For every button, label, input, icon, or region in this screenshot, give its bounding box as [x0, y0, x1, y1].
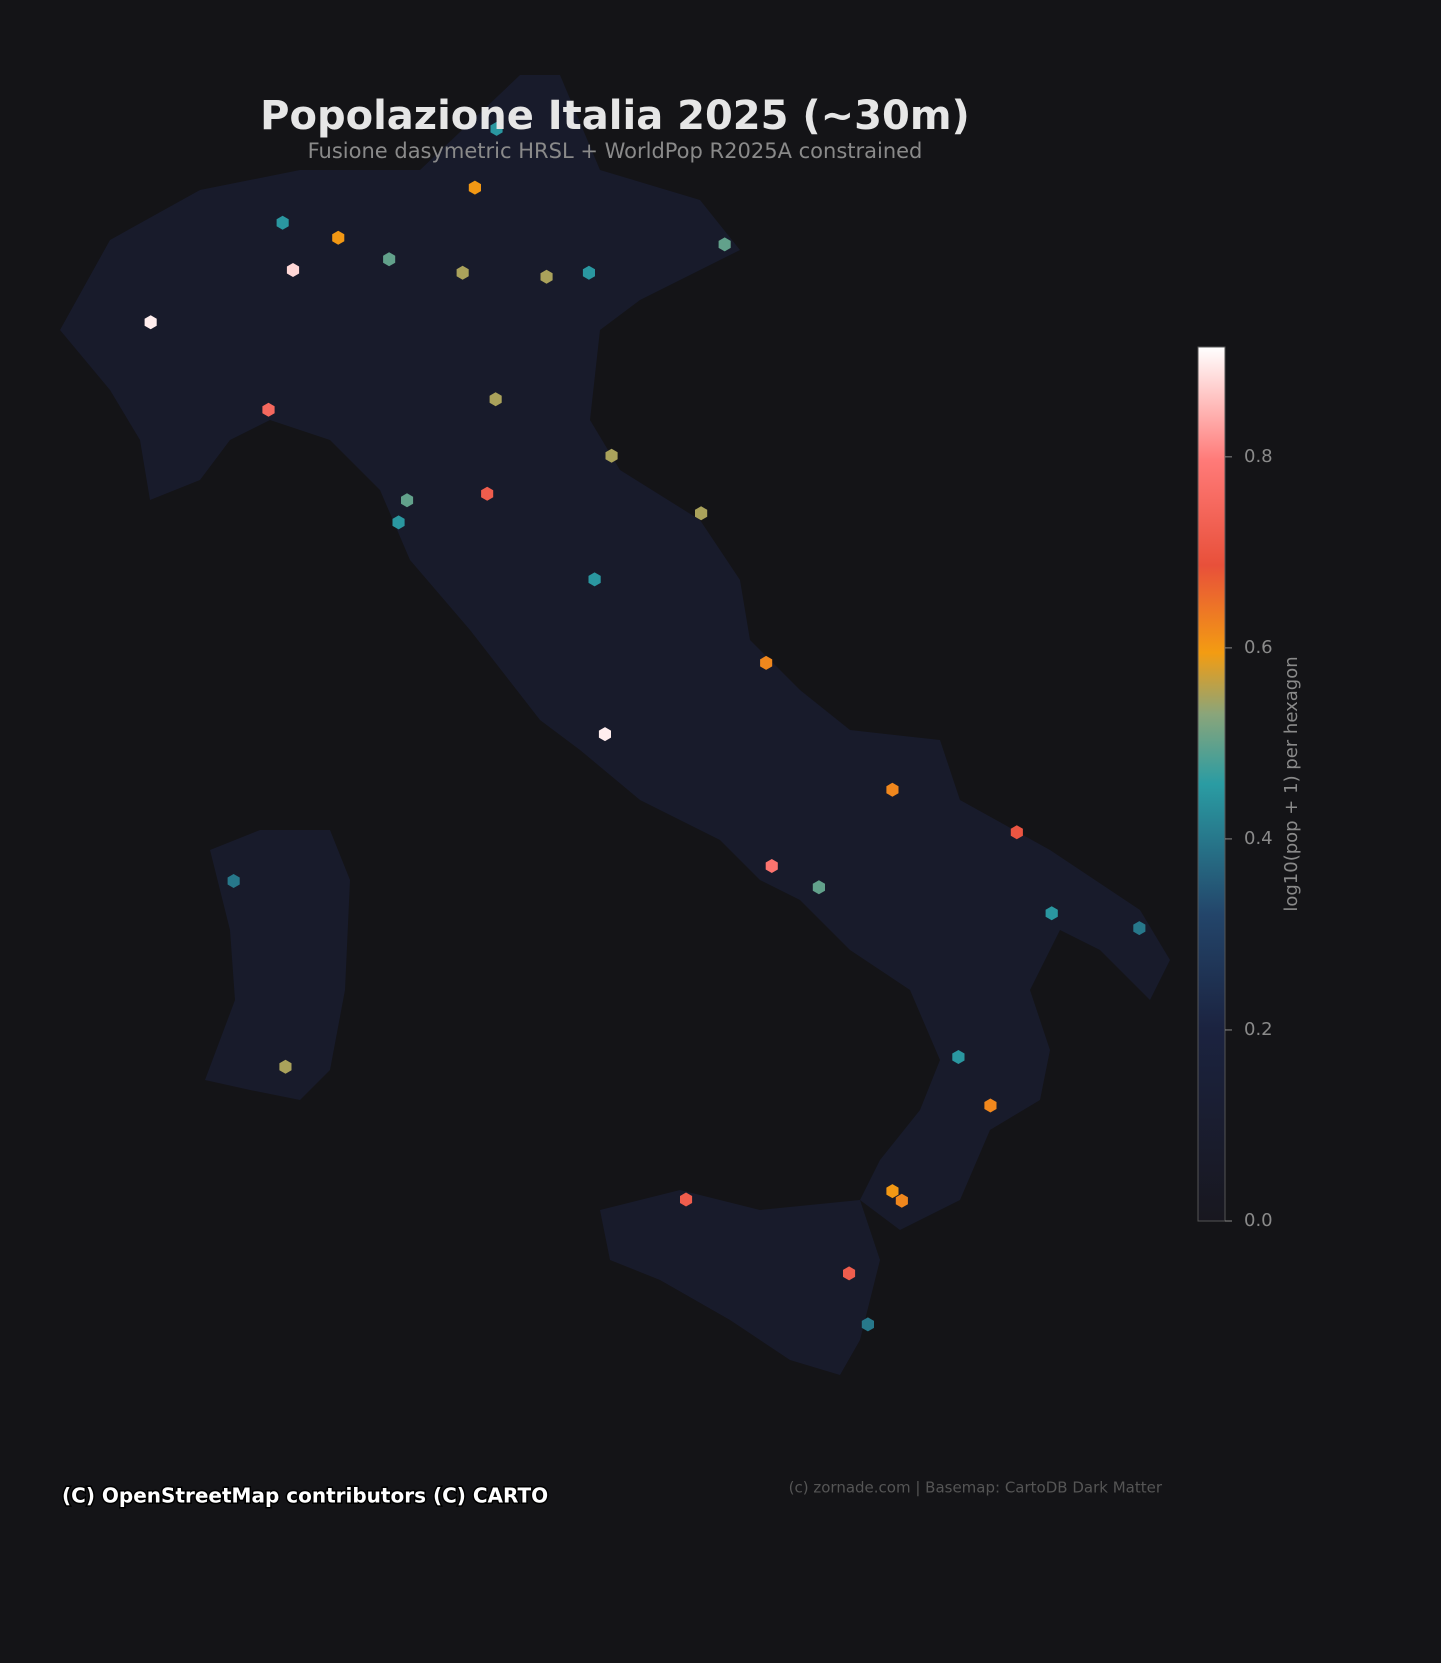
colorbar-label: log10(pop + 1) per hexagon: [1281, 656, 1302, 911]
hexagon: [588, 572, 601, 587]
credit: (c) zornade.com | Basemap: CartoDB Dark …: [789, 1479, 1163, 1497]
hexagon: [895, 1193, 908, 1208]
hexagon: [1045, 906, 1058, 921]
hexagon: [1010, 825, 1023, 840]
colorbar-tick-label: 0.6: [1244, 637, 1273, 658]
hexagon: [279, 1059, 292, 1074]
hexagon: [582, 265, 595, 280]
hexagon: [984, 1098, 997, 1113]
hexagon: [718, 237, 731, 252]
hexagon: [144, 315, 157, 330]
hexagon: [490, 121, 503, 136]
hexagon: [605, 448, 618, 463]
colorbar-tick-label: 0.8: [1244, 446, 1273, 467]
hexagon: [765, 859, 778, 873]
hexagon: [262, 402, 275, 417]
hexagon: [332, 230, 345, 245]
hexagon: [227, 874, 240, 888]
hexagon: [481, 486, 494, 501]
colorbar: [1197, 346, 1226, 1222]
tile-attribution: (C) OpenStreetMap contributors (C) CARTO: [62, 1484, 548, 1508]
hexagon: [540, 269, 553, 284]
hexagon: [276, 215, 289, 230]
land: [60, 75, 1170, 1375]
hexagon: [952, 1050, 965, 1064]
hexagon: [760, 655, 773, 670]
peninsula: [60, 75, 1170, 1230]
hexagon: [489, 392, 502, 407]
hexagon: [861, 1317, 874, 1332]
colorbar-tick-label: 0.0: [1244, 1210, 1273, 1231]
hexagon: [401, 493, 414, 508]
hexagon: [598, 727, 611, 742]
hexagon: [1133, 921, 1146, 936]
hexagon: [286, 263, 300, 277]
hexbins: [144, 121, 1146, 1332]
sardinia: [205, 830, 350, 1100]
hexagon: [456, 265, 469, 280]
hexagon: [392, 515, 405, 530]
hexagon: [812, 880, 825, 895]
hexagon: [695, 506, 708, 521]
sicily: [600, 1190, 880, 1375]
colorbar-tick-label: 0.4: [1244, 828, 1273, 849]
hexagon: [886, 1184, 899, 1199]
hexagon: [843, 1266, 856, 1281]
hexagon: [886, 782, 899, 797]
colorbar-tick-label: 0.2: [1244, 1019, 1273, 1040]
hexagon: [383, 252, 396, 267]
title: Popolazione Italia 2025 (~30m): [260, 93, 970, 139]
subtitle: Fusione dasymetric HRSL + WorldPop R2025…: [308, 139, 923, 163]
hexagon: [680, 1192, 693, 1207]
hexagon: [468, 180, 481, 195]
colorbar-ticks: 0.0 0.2 0.4 0.6 0.8: [1225, 446, 1273, 1231]
